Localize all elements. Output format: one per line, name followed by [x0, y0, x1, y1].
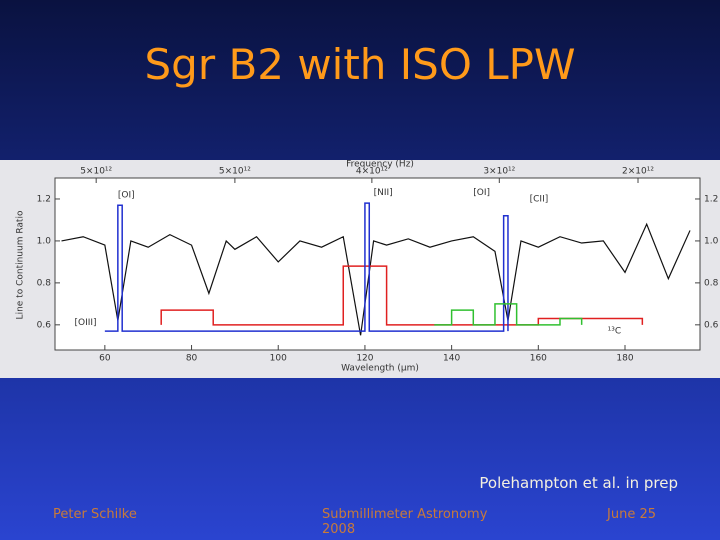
title: Sgr B2 with ISO LPW [144, 40, 576, 89]
chart: Wavelength (µm) Frequency (Hz) Line to C… [0, 160, 720, 378]
x-tick-label: 60 [99, 354, 111, 364]
x2-tick-label: 4×10¹² [356, 167, 388, 177]
x2-tick-label: 2×10¹² [622, 167, 654, 177]
x-label: Wavelength (µm) [341, 364, 419, 374]
footer-date: June 25 [607, 507, 656, 522]
series-line [61, 222, 691, 336]
footer-author: Peter Schilke [53, 507, 137, 522]
y2-tick-label: 1.2 [704, 194, 718, 204]
y2-tick-label: 0.8 [704, 278, 719, 288]
y-label: Line to Continuum Ratio [16, 210, 26, 319]
x-tick-label: 100 [270, 354, 287, 364]
annotation: [OI] [473, 188, 490, 198]
y-tick-label: 1.0 [37, 236, 52, 246]
x-tick-label: 180 [616, 354, 633, 364]
y-tick-label: 0.8 [37, 278, 52, 288]
x-tick-label: 120 [356, 354, 373, 364]
series-line [104, 202, 509, 332]
x-tick-label: 80 [186, 354, 198, 364]
x2-tick-label: 5×10¹² [80, 167, 112, 177]
annotation: [OI] [118, 190, 135, 200]
annotation: [OIII] [75, 318, 97, 328]
annotation: [NII] [374, 188, 393, 198]
footer-event: Submillimeter Astronomy 2008 [322, 507, 488, 537]
y-tick-label: 1.2 [37, 194, 51, 204]
x2-tick-label: 5×10¹² [219, 167, 251, 177]
x-tick-label: 140 [443, 354, 460, 364]
x2-label: Frequency (Hz) [346, 160, 414, 170]
annotation: [CII] [530, 194, 549, 204]
plot-area [54, 177, 701, 351]
y-tick-label: 0.6 [37, 320, 52, 330]
y2-tick-label: 1.0 [704, 236, 719, 246]
y2-tick-label: 0.6 [704, 320, 719, 330]
x-tick-label: 160 [530, 354, 547, 364]
citation: Polehampton et al. in prep [479, 474, 678, 492]
x2-tick-label: 3×10¹² [483, 167, 515, 177]
series-line [434, 303, 583, 326]
annotation: ¹³C [608, 327, 622, 337]
